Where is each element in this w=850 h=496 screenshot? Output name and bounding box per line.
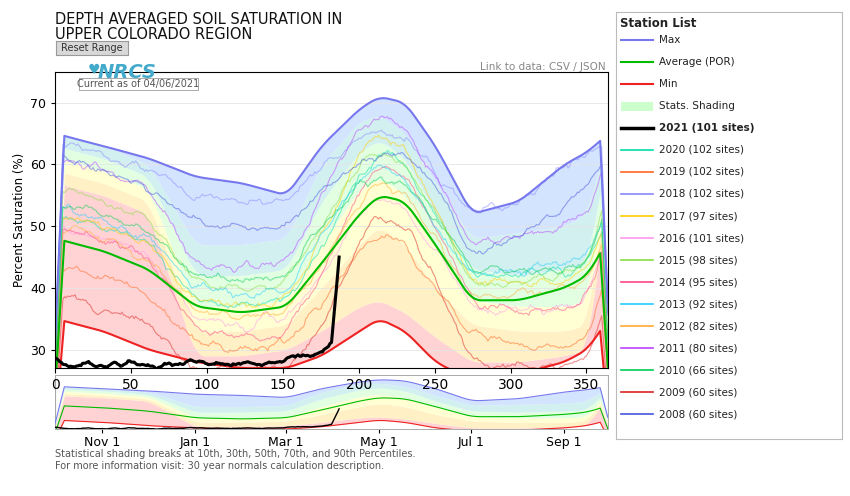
Text: 2012 (82 sites): 2012 (82 sites) xyxy=(659,321,737,331)
Text: 2018 (102 sites): 2018 (102 sites) xyxy=(659,189,744,199)
Text: 2011 (80 sites): 2011 (80 sites) xyxy=(659,343,737,353)
Text: UPPER COLORADO REGION: UPPER COLORADO REGION xyxy=(55,27,252,42)
Text: 2010 (66 sites): 2010 (66 sites) xyxy=(659,366,737,375)
Text: DEPTH AVERAGED SOIL SATURATION IN: DEPTH AVERAGED SOIL SATURATION IN xyxy=(55,12,343,27)
Text: 2021 (101 sites): 2021 (101 sites) xyxy=(659,123,754,133)
Text: 2020 (102 sites): 2020 (102 sites) xyxy=(659,145,744,155)
Text: 2009 (60 sites): 2009 (60 sites) xyxy=(659,387,737,397)
Text: 2017 (97 sites): 2017 (97 sites) xyxy=(659,211,737,221)
Text: Stats. Shading: Stats. Shading xyxy=(659,101,734,111)
Text: 2019 (102 sites): 2019 (102 sites) xyxy=(659,167,744,177)
Text: 2015 (98 sites): 2015 (98 sites) xyxy=(659,255,737,265)
Text: For more information visit: 30 year normals calculation description.: For more information visit: 30 year norm… xyxy=(55,461,384,471)
Text: Average (POR): Average (POR) xyxy=(659,57,734,67)
Text: Max: Max xyxy=(659,35,680,45)
Text: ♥: ♥ xyxy=(88,63,100,77)
Text: 2008 (60 sites): 2008 (60 sites) xyxy=(659,409,737,420)
Text: NRCS: NRCS xyxy=(98,63,156,82)
Text: 2014 (95 sites): 2014 (95 sites) xyxy=(659,277,737,287)
Text: Station List: Station List xyxy=(620,17,697,30)
Text: Current as of 04/06/2021: Current as of 04/06/2021 xyxy=(77,79,200,89)
Text: Statistical shading breaks at 10th, 30th, 50th, 70th, and 90th Percentiles.: Statistical shading breaks at 10th, 30th… xyxy=(55,449,416,459)
Text: Min: Min xyxy=(659,79,677,89)
Text: Reset Range: Reset Range xyxy=(61,43,123,53)
Text: Link to data: CSV / JSON: Link to data: CSV / JSON xyxy=(480,62,606,72)
Text: 2013 (92 sites): 2013 (92 sites) xyxy=(659,299,737,309)
Y-axis label: Percent Saturation (%): Percent Saturation (%) xyxy=(13,153,26,287)
Text: 2016 (101 sites): 2016 (101 sites) xyxy=(659,233,744,243)
